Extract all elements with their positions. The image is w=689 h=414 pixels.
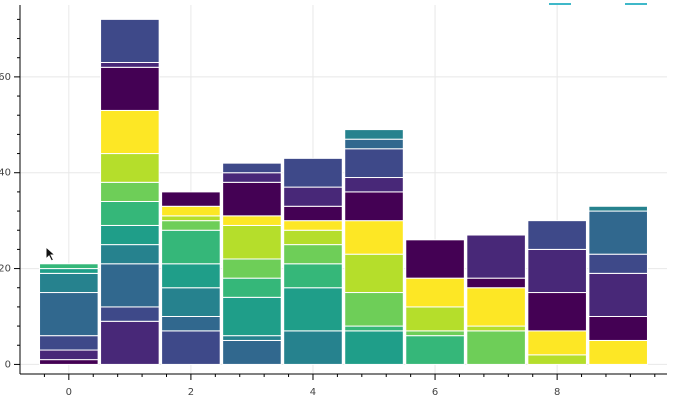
bar-segment: [161, 229, 221, 265]
bar-segment: [527, 220, 587, 250]
bar-segment: [405, 306, 465, 332]
bars: [39, 18, 648, 365]
bar-segment: [39, 272, 99, 294]
bar-segment: [405, 335, 465, 365]
x-tick-label: 0: [66, 387, 72, 398]
bar-segment: [283, 263, 343, 289]
bar-segment: [344, 129, 404, 140]
bar-segment: [100, 244, 160, 265]
bar-segment: [588, 253, 648, 274]
bar-segment: [100, 181, 160, 202]
bar-segment: [222, 339, 282, 365]
bar-segment: [466, 287, 526, 327]
bar-segment: [527, 292, 587, 332]
x-tick-label: 8: [554, 387, 560, 398]
bar-segment: [100, 224, 160, 246]
bar-segment: [588, 272, 648, 317]
y-axis: 0 20 40 60: [0, 5, 21, 374]
y-tick-label: 0: [5, 359, 11, 370]
bar-segment: [161, 263, 221, 289]
bar-segment: [39, 268, 99, 274]
bar-segment: [344, 292, 404, 327]
bar-segment: [283, 229, 343, 246]
bar-segment: [283, 205, 343, 222]
bar-segment: [405, 277, 465, 308]
bar-segment: [344, 191, 404, 222]
legend-swatch[interactable]: [549, 3, 571, 5]
bar-segment: [405, 330, 465, 337]
legend-swatch[interactable]: [625, 3, 647, 5]
bar-segment: [222, 162, 282, 174]
bar-segment: [344, 220, 404, 255]
bar-segment: [283, 244, 343, 265]
bar-segment: [222, 224, 282, 260]
bar-segment: [466, 330, 526, 365]
bar-segment: [39, 359, 99, 365]
bar-segment: [100, 200, 160, 226]
bar-segment: [527, 248, 587, 294]
bar-segment: [344, 148, 404, 179]
bar-segment: [100, 306, 160, 322]
bar-segment: [161, 315, 221, 332]
bar-segment: [161, 215, 221, 222]
bar-segment: [283, 186, 343, 207]
bar-segment: [588, 205, 648, 212]
bar-segment: [283, 330, 343, 365]
bar-segment: [222, 172, 282, 183]
bar-segment: [100, 153, 160, 183]
bar-segment: [466, 234, 526, 279]
bar-segment: [222, 215, 282, 226]
bar-segment: [39, 292, 99, 337]
bar-segment: [161, 287, 221, 317]
x-axis: 0 2 4 6 8: [20, 373, 667, 398]
bar-segment: [527, 330, 587, 356]
bar-segment: [161, 330, 221, 365]
bar-segment: [222, 277, 282, 298]
bar-segment: [100, 320, 160, 365]
bar-segment: [405, 239, 465, 279]
bar-segment: [222, 258, 282, 279]
bar-segment: [100, 109, 160, 155]
bar-segment: [222, 335, 282, 341]
bar-segment: [39, 263, 99, 270]
bar-segment: [161, 191, 221, 207]
x-tick-label: 2: [188, 387, 194, 398]
bar-segment: [39, 349, 99, 361]
bar-segment: [100, 66, 160, 111]
bar-segment: [466, 277, 526, 289]
bar-segment: [222, 181, 282, 217]
x-tick-label: 4: [310, 387, 316, 398]
bar-segment: [39, 335, 99, 351]
y-tick-label: 20: [0, 264, 11, 275]
bar-segment: [588, 339, 648, 365]
x-tick-label: 6: [432, 387, 438, 398]
y-tick-label: 40: [0, 168, 11, 179]
bar-segment: [283, 287, 343, 332]
bar-segment: [344, 177, 404, 193]
bar-segment: [344, 330, 404, 365]
bar-segment: [161, 220, 221, 231]
bar-segment: [222, 296, 282, 337]
y-tick-label: 60: [0, 72, 11, 83]
bar-segment: [344, 253, 404, 294]
bar-segment: [527, 354, 587, 365]
bar-segment: [283, 220, 343, 231]
bar-segment: [344, 325, 404, 332]
bar-segment: [283, 157, 343, 188]
bar-segment: [466, 325, 526, 332]
bar-segment: [588, 315, 648, 341]
bar-segment: [161, 205, 221, 217]
bar-segment: [344, 138, 404, 150]
bar-segment: [100, 18, 160, 64]
mouse-cursor-icon: [45, 246, 57, 262]
bar-segment: [100, 62, 160, 68]
bar-segment: [100, 263, 160, 308]
bar-segment: [588, 210, 648, 255]
